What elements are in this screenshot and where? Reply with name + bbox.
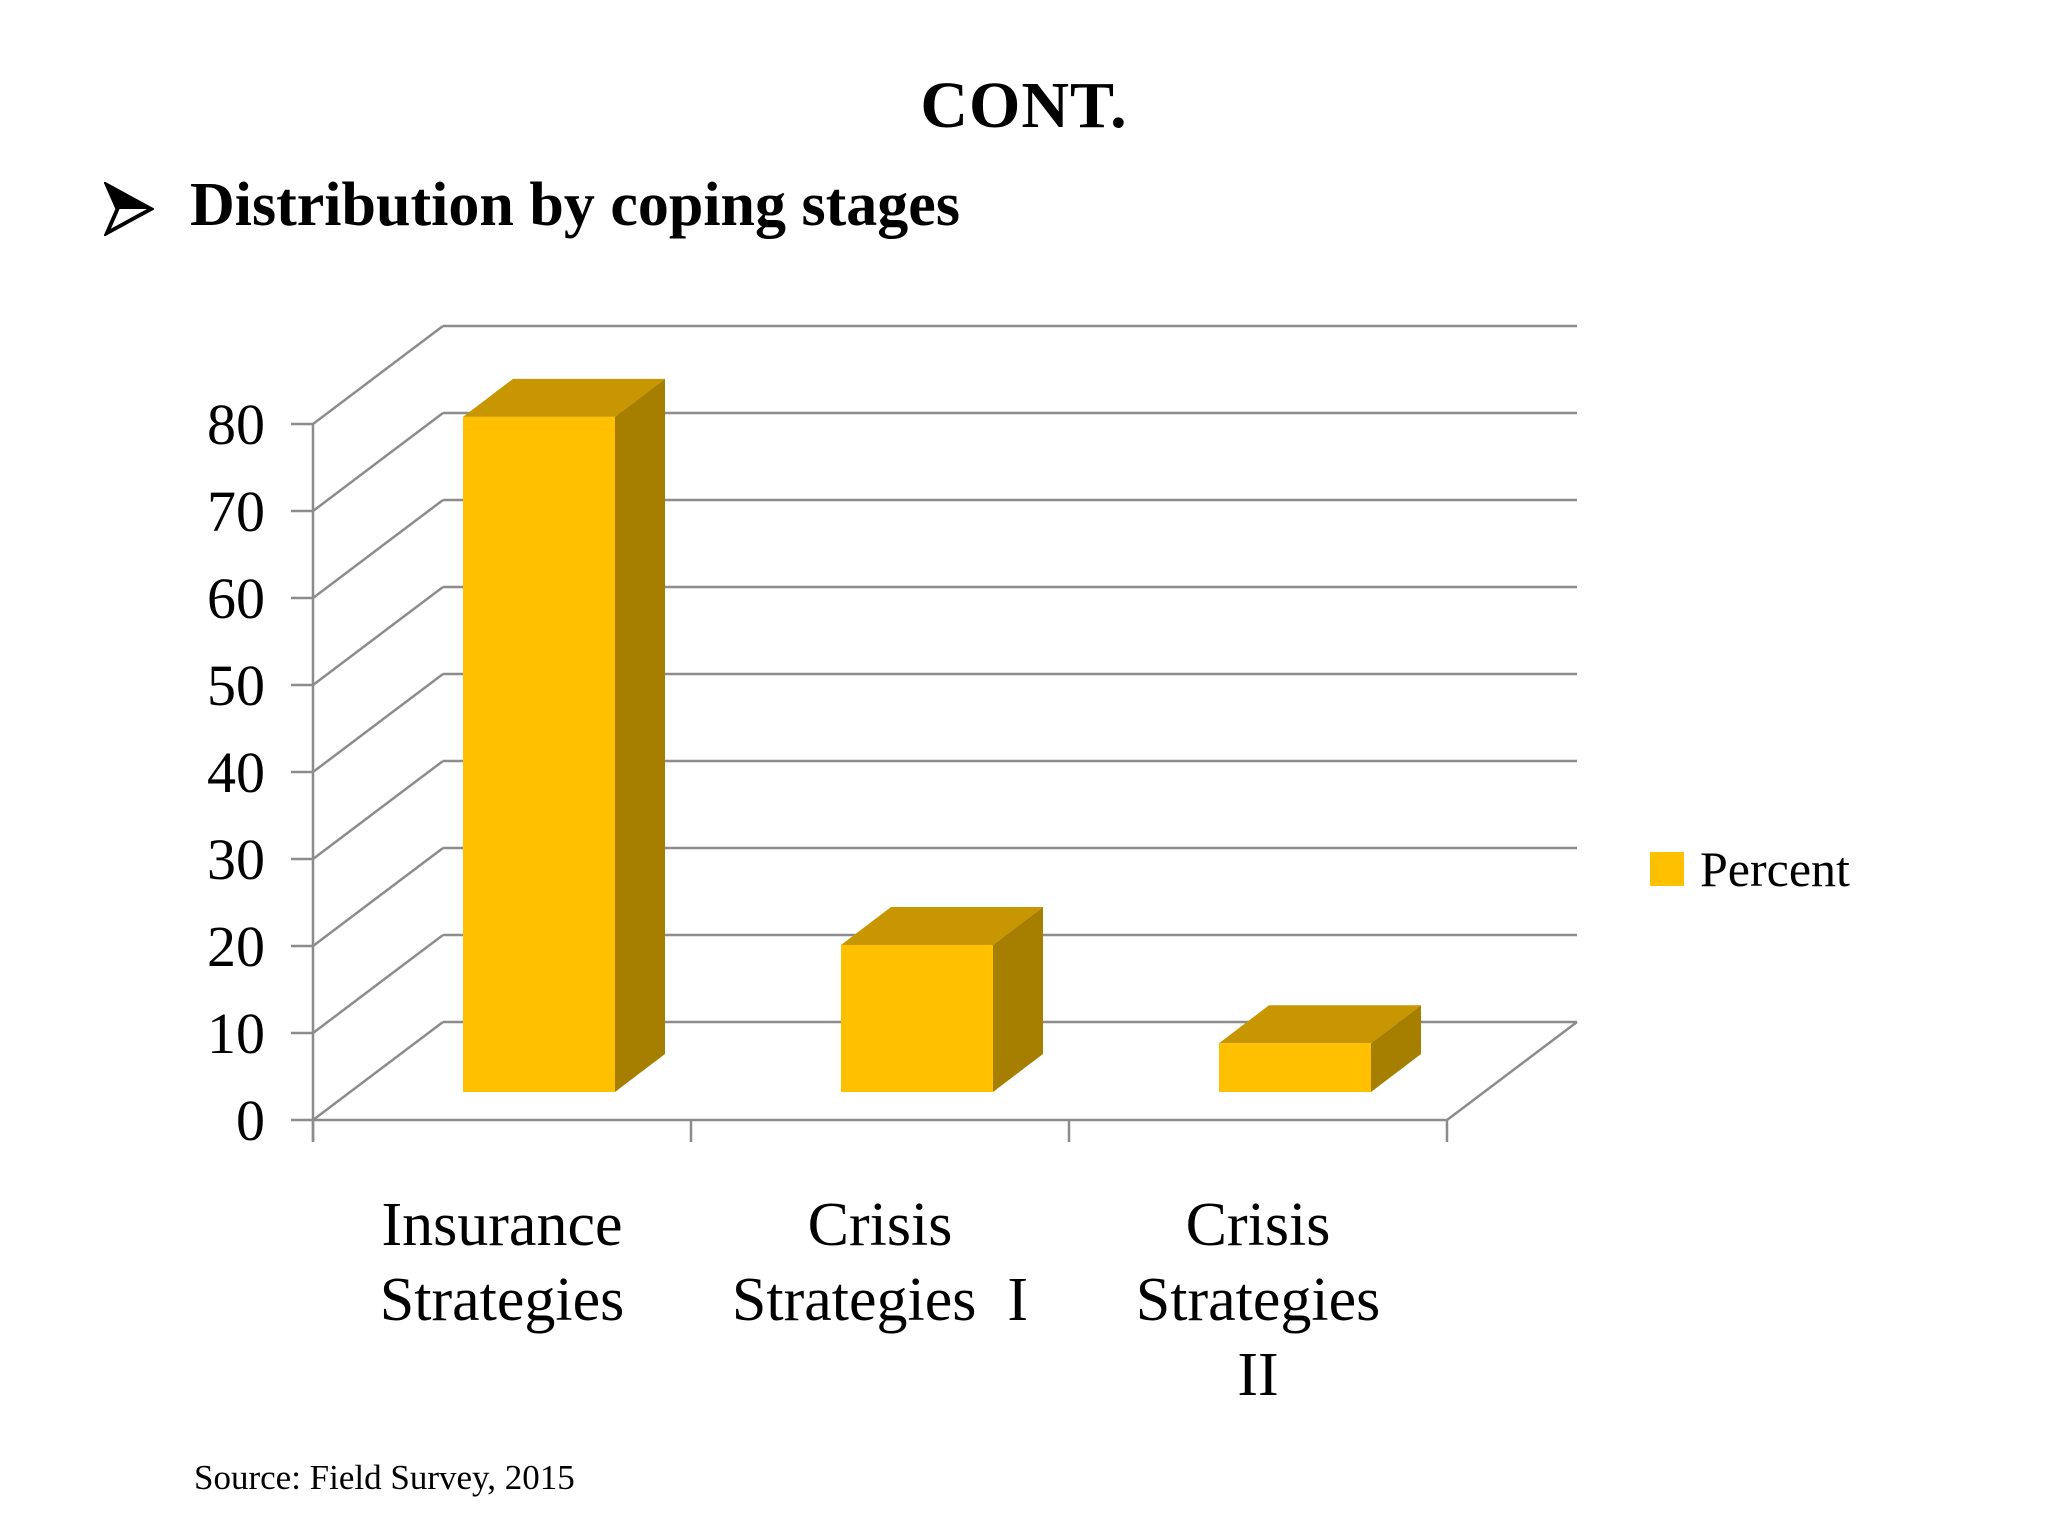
arrowhead-bullet-icon — [104, 182, 154, 236]
bar-crisis-strategies-i — [841, 944, 993, 1092]
sidewall-gridline — [312, 412, 444, 512]
y-tick-label: 60 — [207, 566, 265, 631]
x-category-label: Insurance Strategies — [380, 1191, 625, 1334]
bar-crisis-strategies-ii — [1219, 1043, 1371, 1092]
y-tick-label: 20 — [207, 914, 265, 979]
sidewall-gridline — [312, 586, 444, 686]
bar-top-face-crisis-strategies-i — [841, 906, 1043, 945]
y-tick-label: 40 — [207, 740, 265, 805]
legend-label: Percent — [1700, 841, 1850, 897]
bar-top-face-insurance-strategies — [463, 378, 665, 417]
sidewall-gridline — [312, 934, 444, 1034]
source-note: Source: Field Survey, 2015 — [194, 1458, 575, 1497]
x-category-label: Crisis Strategies II — [1136, 1191, 1381, 1409]
sidewall-gridline — [312, 1021, 444, 1121]
chart-legend: Percent — [1650, 840, 1850, 898]
bar-side-face-insurance-strategies — [615, 378, 665, 1092]
floor-right-edge — [1446, 1021, 1578, 1121]
bullet-row: Distribution by coping stages — [104, 170, 960, 241]
sidewall-gridline — [312, 325, 444, 425]
legend-swatch-rect — [1650, 852, 1684, 886]
slide-title: CONT. — [920, 69, 1128, 142]
sidewall-gridline — [312, 847, 444, 947]
y-tick-label: 10 — [207, 1001, 265, 1066]
sidewall-gridline — [312, 499, 444, 599]
sidewall-gridline — [312, 673, 444, 773]
y-tick-label: 80 — [207, 392, 265, 457]
sidewall-gridline — [312, 760, 444, 860]
bullet-text: Distribution by coping stages — [190, 171, 960, 239]
legend-swatch-icon — [1650, 852, 1684, 886]
bar-insurance-strategies — [463, 416, 615, 1092]
bar-top-face-crisis-strategies-ii — [1219, 1005, 1421, 1044]
x-category-label: Crisis Strategies I — [732, 1191, 1028, 1334]
y-tick-label: 50 — [207, 653, 265, 718]
y-tick-label: 70 — [207, 479, 265, 544]
y-tick-label: 0 — [236, 1088, 265, 1153]
bar-side-face-crisis-strategies-ii — [1371, 1005, 1421, 1092]
bar-side-face-crisis-strategies-i — [993, 906, 1043, 1092]
y-tick-label: 30 — [207, 827, 265, 892]
